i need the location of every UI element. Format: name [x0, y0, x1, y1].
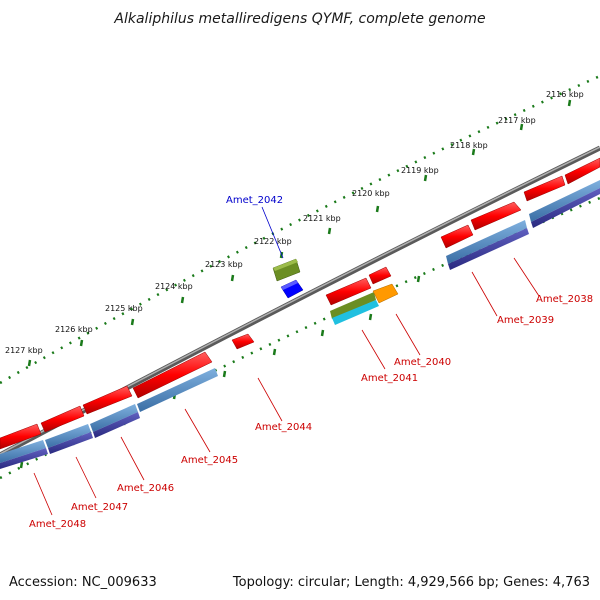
gene-feature[interactable]: [564, 157, 600, 185]
gene-label-amet-2039[interactable]: Amet_2039: [497, 315, 554, 326]
scale-label: 2124 kbp: [155, 282, 193, 291]
gene-label-amet-2042[interactable]: Amet_2042: [226, 195, 283, 206]
gene-label-amet-2048[interactable]: Amet_2048: [29, 519, 86, 530]
gene-label-amet-2045[interactable]: Amet_2045: [181, 455, 238, 466]
gene-label-amet-2046[interactable]: Amet_2046: [117, 483, 174, 494]
gene-labels: Amet_2042 Amet_2038 Amet_2039 Amet_2040 …: [29, 195, 593, 530]
scale-label: 2121 kbp: [303, 214, 341, 223]
forward-genes: [0, 157, 600, 450]
scale-label: 2116 kbp: [546, 90, 584, 99]
scale-label: 2120 kbp: [352, 189, 390, 198]
gene-label-amet-2044[interactable]: Amet_2044: [255, 422, 312, 433]
rrna-feature[interactable]: [272, 258, 301, 282]
accession-text: Accession: NC_009633: [9, 575, 157, 590]
gene-label-amet-2041[interactable]: Amet_2041: [361, 373, 418, 384]
gene-feature[interactable]: [0, 423, 42, 450]
scale-label: 2123 kbp: [205, 260, 243, 269]
scale-label: 2117 kbp: [498, 116, 536, 125]
scale-labels: 2116 kbp 2117 kbp 2118 kbp 2119 kbp 2120…: [5, 90, 584, 355]
gene-feature[interactable]: [132, 351, 213, 399]
cds-features: [0, 180, 600, 469]
misc-feature[interactable]: [372, 283, 399, 304]
genome-summary-text: Topology: circular; Length: 4,929,566 bp…: [232, 575, 590, 590]
scale-label: 2127 kbp: [5, 346, 43, 355]
gene-feature[interactable]: [325, 277, 372, 306]
gene-feature[interactable]: [523, 175, 566, 202]
special-features: [272, 258, 399, 325]
scale-label: 2122 kbp: [254, 237, 292, 246]
gene-label-amet-2040[interactable]: Amet_2040: [394, 357, 451, 368]
gene-feature[interactable]: [440, 224, 474, 249]
gene-label-amet-2047[interactable]: Amet_2047: [71, 502, 128, 513]
other-feature[interactable]: [332, 300, 379, 325]
gene-feature[interactable]: [231, 333, 255, 350]
scale-label: 2119 kbp: [401, 166, 439, 175]
gene-feature[interactable]: [470, 201, 522, 231]
gene-feature[interactable]: [368, 266, 392, 285]
label-connectors: [33, 206, 540, 516]
map-title: Alkaliphilus metalliredigens QYMF, compl…: [113, 11, 485, 27]
scale-label: 2125 kbp: [105, 304, 143, 313]
gene-label-amet-2038[interactable]: Amet_2038: [536, 294, 593, 305]
trna-feature[interactable]: [280, 279, 304, 299]
rrna-feature[interactable]: [330, 292, 376, 319]
scale-label: 2118 kbp: [450, 141, 488, 150]
scale-label: 2126 kbp: [55, 325, 93, 334]
gene-feature[interactable]: [40, 405, 85, 433]
outer-scale-ring: [0, 74, 600, 385]
gene-feature[interactable]: [82, 385, 133, 415]
